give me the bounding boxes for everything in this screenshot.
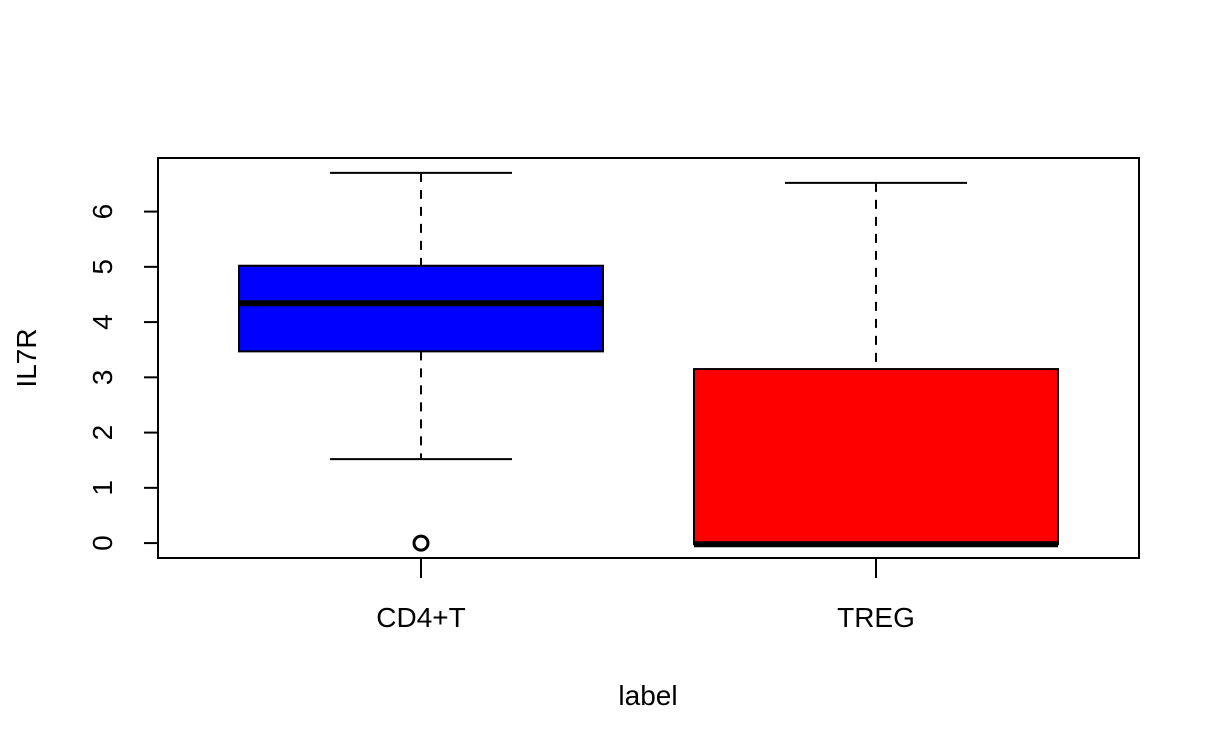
y-tick-label: 3	[87, 370, 118, 386]
x-axis-title: label	[618, 680, 677, 711]
x-tick-label: CD4+T	[376, 602, 465, 633]
y-axis-title: IL7R	[11, 328, 42, 387]
x-tick-label: TREG	[837, 602, 915, 633]
y-tick-label: 4	[87, 314, 118, 330]
box-CD4+T	[238, 264, 604, 353]
y-tick-label: 0	[87, 535, 118, 551]
x-axis: CD4+T TREG	[376, 557, 915, 633]
boxes-layer	[238, 171, 1059, 552]
outlier-point	[412, 534, 430, 552]
box-TREG	[693, 368, 1059, 546]
y-tick-label: 1	[87, 480, 118, 496]
y-tick-label: 2	[87, 425, 118, 441]
y-axis: 0 1 2 3 4 5 6	[87, 204, 159, 551]
y-tick-label: 6	[87, 204, 118, 220]
y-tick-label: 5	[87, 259, 118, 275]
